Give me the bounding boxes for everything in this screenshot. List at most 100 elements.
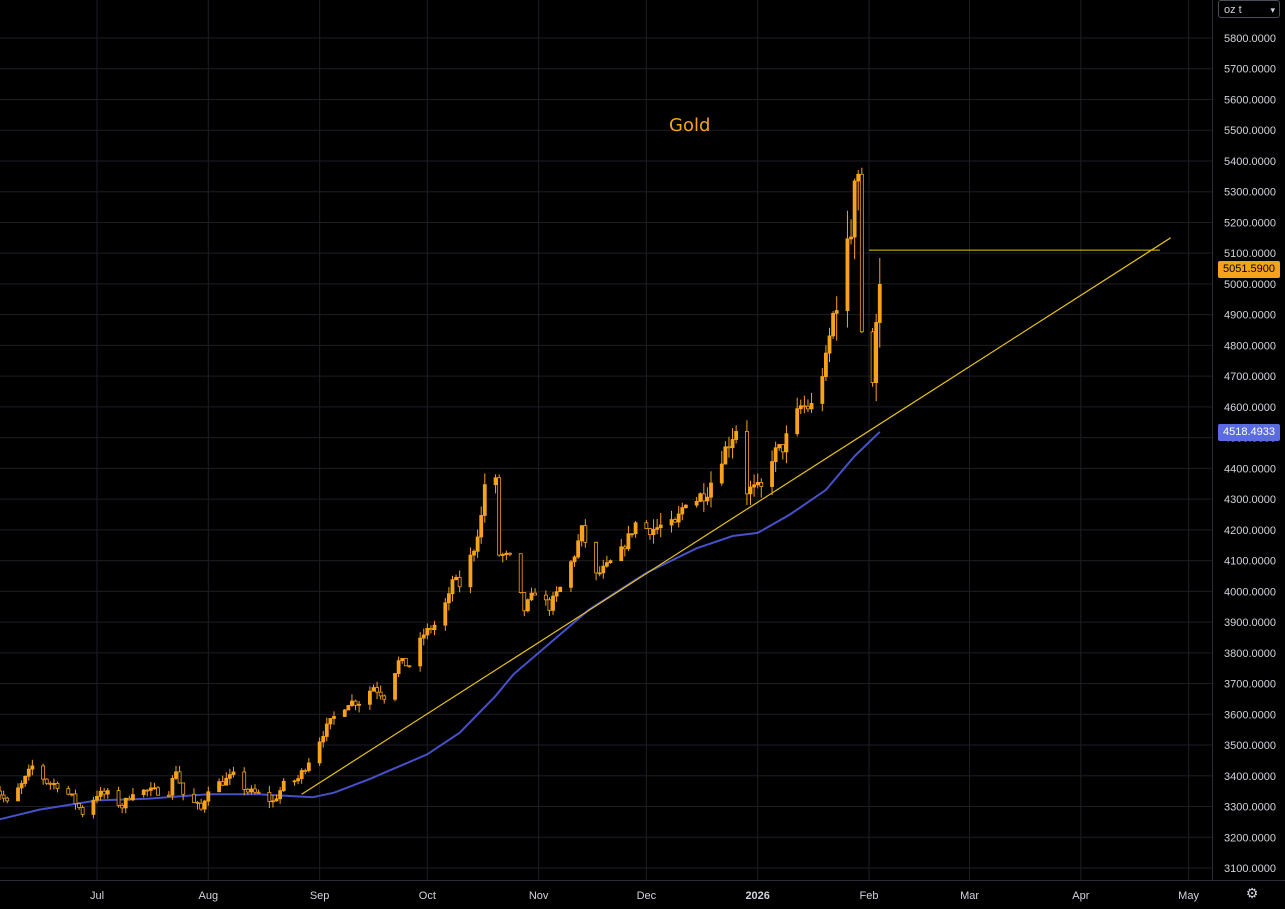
unit-selector[interactable]: oz t ▾	[1218, 0, 1280, 18]
candle-body	[346, 705, 351, 711]
candle-body	[378, 691, 383, 697]
y-tick-label: 5800.0000	[1224, 33, 1276, 45]
candle	[382, 694, 387, 704]
x-tick-label: Aug	[199, 890, 219, 902]
candle-body	[317, 741, 322, 764]
candle	[705, 487, 710, 505]
candle	[845, 210, 850, 328]
candle	[371, 684, 376, 692]
y-tick-label: 4400.0000	[1224, 463, 1276, 475]
candle-body	[245, 788, 250, 793]
candle	[242, 767, 247, 796]
candle	[849, 219, 853, 245]
y-tick-label: 5500.0000	[1224, 125, 1276, 137]
candle-body	[177, 771, 182, 784]
candle	[249, 785, 254, 795]
candle-body	[748, 486, 753, 495]
moving-average-path	[0, 431, 881, 821]
candle-body	[375, 687, 379, 693]
candle	[809, 392, 814, 413]
candle-body	[41, 765, 46, 780]
candle-body	[324, 723, 329, 737]
candle	[525, 598, 530, 613]
candle-body	[877, 283, 882, 323]
candle	[784, 425, 789, 464]
candle	[802, 395, 807, 414]
candle-body	[777, 444, 782, 449]
candle-body	[256, 791, 261, 794]
candle-body	[831, 312, 835, 337]
x-tick-label: Jul	[90, 890, 104, 902]
candle-body	[784, 433, 789, 453]
candle	[651, 519, 656, 544]
candle-body	[328, 718, 333, 725]
candle	[780, 444, 785, 460]
candle-body	[633, 522, 638, 535]
candle-body	[558, 586, 563, 593]
candle-body	[734, 431, 739, 440]
candle-body	[504, 552, 509, 555]
candle-body	[44, 778, 49, 784]
settings-gear-icon[interactable]: ⚙	[1245, 885, 1259, 901]
candle	[443, 597, 448, 631]
candle	[594, 541, 599, 581]
candle	[597, 566, 602, 577]
candle	[529, 587, 534, 602]
candle	[367, 686, 372, 710]
candle	[55, 781, 60, 793]
x-tick-label: Oct	[419, 890, 436, 902]
y-tick-label: 4200.0000	[1224, 525, 1276, 537]
candle	[23, 775, 28, 787]
candle	[633, 521, 638, 538]
candle-body	[102, 790, 107, 795]
candle-body	[676, 513, 681, 523]
moving-average-line	[0, 431, 881, 821]
candle	[400, 657, 405, 664]
y-tick-label: 4600.0000	[1224, 402, 1276, 414]
candle-body	[543, 594, 548, 601]
y-tick-label: 5600.0000	[1224, 94, 1276, 106]
candle-body	[446, 593, 451, 604]
candle	[820, 368, 825, 412]
y-tick-label: 3200.0000	[1224, 832, 1276, 844]
candle	[396, 656, 401, 678]
candle	[759, 478, 764, 498]
candle-body	[493, 477, 498, 486]
candle-body	[217, 781, 221, 793]
candle-body	[98, 790, 103, 797]
y-tick-label: 3500.0000	[1224, 740, 1276, 752]
candle-body	[127, 797, 132, 801]
candle-body	[52, 783, 56, 785]
candle	[432, 620, 437, 636]
candle-body	[77, 803, 81, 808]
candle	[709, 471, 713, 508]
candle	[166, 791, 171, 797]
candle-body	[518, 553, 523, 593]
candle	[518, 553, 523, 594]
candle-body	[500, 554, 505, 556]
candle-body	[432, 624, 437, 631]
candle-body	[321, 736, 326, 743]
candle	[579, 525, 584, 547]
candle-body	[281, 780, 286, 792]
x-tick-label: Mar	[960, 890, 979, 902]
candle	[281, 778, 286, 792]
candle-body	[170, 777, 175, 796]
candle-body	[529, 592, 534, 601]
candle	[69, 793, 74, 797]
candle	[475, 529, 480, 558]
x-axis[interactable]: Jul Aug Sep Oct Nov Dec 2026 Feb Mar Apr May	[0, 880, 1285, 903]
candle-body	[220, 781, 225, 786]
candle	[551, 591, 555, 615]
candle-body	[66, 788, 71, 795]
candle	[877, 257, 882, 348]
candle-body	[533, 592, 537, 596]
candle-body	[730, 439, 735, 449]
candle-body	[267, 791, 272, 802]
candle	[378, 685, 383, 700]
y-axis[interactable]: 3100.0000 3200.0000 3300.0000 3400.0000 3500…	[1212, 0, 1277, 880]
y-tick-label: 4000.0000	[1224, 586, 1276, 598]
candle-body	[296, 778, 300, 782]
candle-body	[166, 794, 171, 797]
